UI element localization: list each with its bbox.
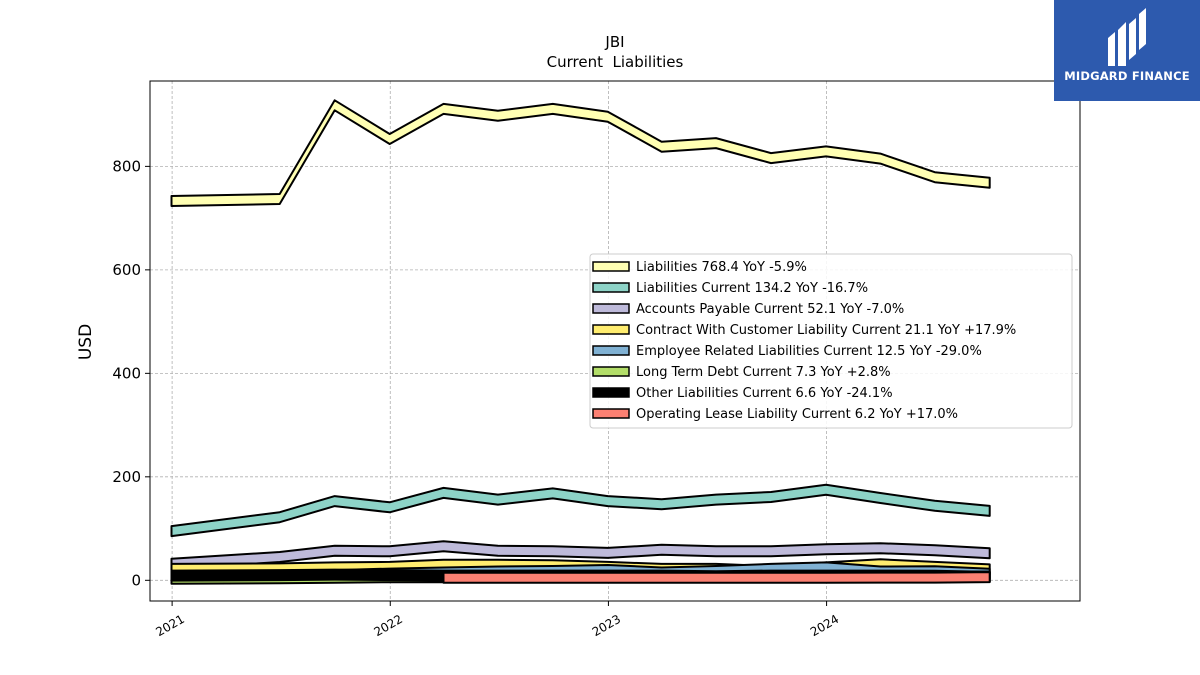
chart-title: JBI xyxy=(604,33,624,51)
legend-entry-label: Other Liabilities Current 6.6 YoY -24.1% xyxy=(636,386,893,401)
y-tick-label: 600 xyxy=(112,261,141,279)
chart-subtitle: Current Liabilities xyxy=(547,53,684,71)
legend-swatch xyxy=(592,303,630,314)
legend-swatch xyxy=(592,282,630,293)
plot-frame xyxy=(149,80,1081,602)
x-tick-label: 2021 xyxy=(153,612,186,639)
x-tick-label: 2022 xyxy=(372,612,405,639)
legend-swatch xyxy=(592,261,630,272)
series-band xyxy=(170,483,991,538)
x-axis-ticks: 2021 2022 2023 2024 xyxy=(153,601,841,639)
legend-swatch xyxy=(592,324,630,335)
x-tick-label: 2024 xyxy=(808,612,841,639)
brand-logo: MIDGARD FINANCE xyxy=(1054,0,1200,101)
legend-box xyxy=(589,253,1073,429)
y-tick-label: 200 xyxy=(112,468,141,486)
y-tick-label: 800 xyxy=(112,157,141,175)
legend-entry-label: Accounts Payable Current 52.1 YoY -7.0% xyxy=(636,302,904,317)
y-tick-label: 400 xyxy=(112,364,141,382)
legend-swatch xyxy=(592,366,630,377)
legend-swatch xyxy=(592,408,630,419)
x-tick-label: 2023 xyxy=(590,612,623,639)
y-tick-label: 0 xyxy=(131,571,141,589)
chart-legend: Liabilities 768.4 YoY -5.9% Liabilities C… xyxy=(589,253,1073,429)
chart-series-bands xyxy=(170,99,991,585)
series-band xyxy=(442,571,991,584)
legend-entry-label: Employee Related Liabilities Current 12.… xyxy=(636,344,982,359)
legend-swatch xyxy=(592,387,630,398)
brand-logo-mark-icon xyxy=(1108,8,1146,66)
series-band xyxy=(170,540,991,570)
legend-swatch xyxy=(592,345,630,356)
legend-entry-label: Liabilities Current 134.2 YoY -16.7% xyxy=(636,281,868,296)
y-axis-ticks: 0 200 400 600 800 xyxy=(112,157,150,589)
legend-entry-label: Contract With Customer Liability Current… xyxy=(636,323,1016,338)
legend-entry-label: Operating Lease Liability Current 6.2 Yo… xyxy=(636,407,958,422)
series-band xyxy=(170,99,991,207)
y-axis-label: USD xyxy=(76,324,96,360)
legend-entry-label: Liabilities 768.4 YoY -5.9% xyxy=(636,260,807,275)
legend-entry-label: Long Term Debt Current 7.3 YoY +2.8% xyxy=(636,365,891,380)
brand-logo-text: MIDGARD FINANCE xyxy=(1064,69,1190,83)
